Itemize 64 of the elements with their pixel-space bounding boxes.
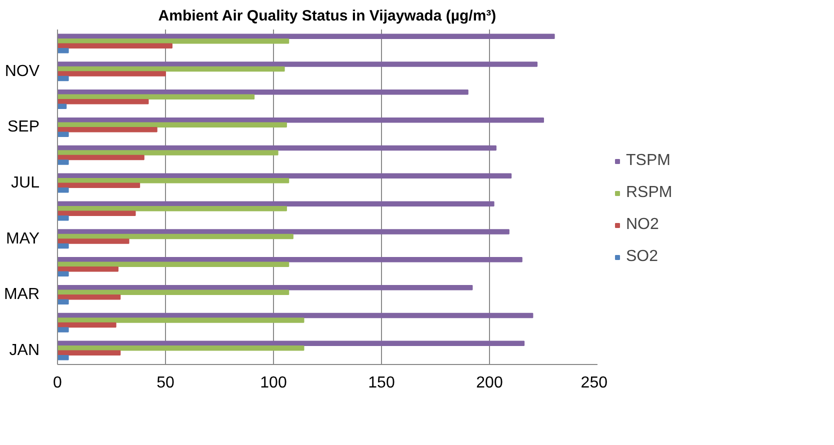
bar — [58, 322, 116, 328]
bar — [58, 327, 69, 332]
y-tick-label: JUL — [11, 174, 40, 192]
bar — [58, 126, 158, 132]
bar — [58, 122, 287, 128]
bar — [58, 238, 130, 244]
bar — [58, 62, 538, 67]
bar — [58, 266, 118, 272]
bar — [58, 90, 468, 95]
bar — [58, 99, 149, 104]
bar — [58, 173, 512, 179]
bar — [58, 201, 494, 206]
bar — [58, 48, 69, 54]
bar — [58, 312, 534, 318]
y-tick-label: MAY — [6, 230, 40, 248]
chart-title: Ambient Air Quality Status in Vijaywada (µg/m³) — [158, 8, 496, 24]
bar — [58, 234, 294, 240]
legend-label: NO2 — [626, 216, 659, 234]
bar — [58, 294, 121, 300]
x-tick-label: 150 — [368, 374, 395, 392]
bar — [58, 71, 166, 76]
bar — [58, 132, 69, 137]
bar — [58, 206, 287, 212]
bar — [58, 38, 290, 44]
bar — [58, 215, 69, 221]
legend-label: TSPM — [626, 152, 670, 170]
bar — [58, 299, 69, 304]
bar — [58, 290, 290, 295]
y-tick-label: JAN — [9, 342, 40, 360]
bar — [58, 271, 69, 277]
bar — [58, 243, 69, 249]
bar — [58, 350, 121, 356]
x-tick-label: 100 — [260, 374, 287, 392]
bar — [58, 188, 69, 193]
x-tick-label: 200 — [476, 374, 503, 392]
bar — [58, 117, 544, 123]
y-tick-label: NOV — [4, 62, 40, 80]
bar — [58, 257, 522, 262]
bar — [58, 318, 304, 323]
bar — [58, 182, 140, 188]
bar — [58, 346, 304, 351]
bar — [58, 154, 144, 160]
x-tick-label: 250 — [580, 374, 608, 392]
bar — [58, 94, 255, 100]
x-tick-label: 0 — [53, 374, 62, 392]
bar — [58, 150, 278, 156]
bar — [58, 160, 69, 165]
bar — [58, 43, 172, 48]
bar — [58, 178, 290, 184]
bar — [58, 104, 67, 110]
bar — [58, 355, 69, 360]
bar — [58, 262, 290, 268]
bar — [58, 76, 69, 82]
bar — [58, 229, 510, 234]
legend-label: SO2 — [626, 248, 658, 266]
y-tick-label: SEP — [7, 118, 40, 136]
legend-label: RSPM — [626, 184, 672, 202]
bar — [58, 340, 525, 346]
bar — [58, 66, 285, 72]
x-tick-label: 50 — [156, 374, 174, 392]
bar — [58, 210, 136, 216]
y-tick-label: MAR — [4, 286, 40, 304]
bar — [58, 145, 496, 151]
bar — [58, 34, 555, 39]
